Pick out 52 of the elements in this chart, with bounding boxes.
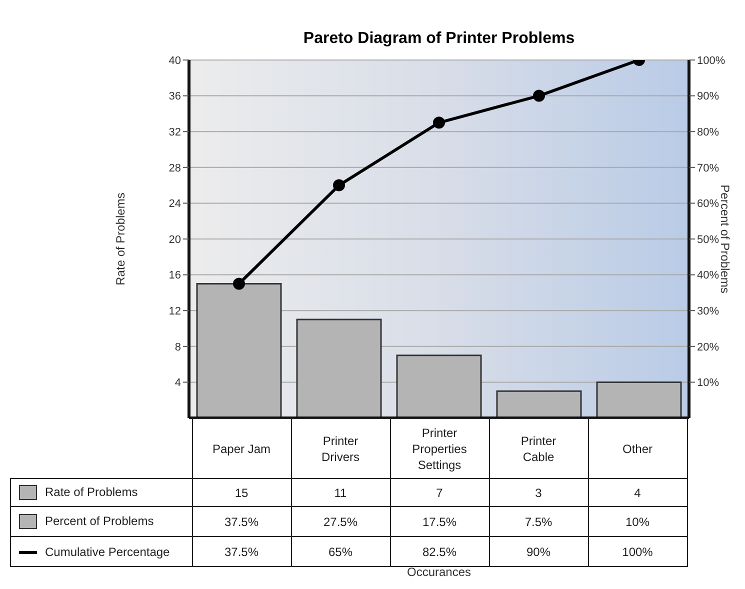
text: 10% [588,506,687,536]
y2-axis-title: Percent of Problems [718,184,732,294]
y-tick-label: 28 [168,162,181,174]
text: 17.5% [390,506,489,536]
y2-tick-label: 10% [697,377,720,390]
y-tick-label: 16 [168,270,181,282]
y2-tick-label: 20% [697,341,720,354]
y2-tick-label: 100% [697,54,726,67]
data-label: 100% [588,536,687,566]
data-label: 82.5% [390,536,489,566]
point [233,278,245,290]
chart-title: Pareto Diagram of Printer Problems [302,30,576,48]
point [433,116,445,129]
text: Percent of Problems [10,506,192,536]
y-tick-label: 8 [174,341,181,354]
x-tick-label: Printer Drivers [320,432,360,464]
y-tick-label: 12 [168,306,181,318]
legend-label: Rate of Problems [10,478,192,506]
data-label: 15 [192,478,291,506]
data-label: 11 [291,478,390,506]
x-tick-label: Other [621,440,654,456]
y2-tick-label: 70% [697,162,720,174]
data-label: 65% [291,536,390,566]
text: 37.5% [192,506,291,536]
y2-tick-label: 30% [697,306,720,318]
data-label: 4 [588,478,687,506]
data-label: 3 [489,478,588,506]
y-tick-label: 40 [168,54,181,67]
point [533,90,545,102]
y2-tick-label: 50% [697,234,720,246]
data-label: 37.5% [192,536,291,566]
bar [496,390,582,418]
data-label: 90% [489,536,588,566]
x-tick-label: Paper Jam [211,440,272,456]
y2-tick-label: 90% [697,90,720,103]
y2-tick-label: 80% [697,126,720,139]
y2-tick-label: 40% [697,270,720,282]
y-tick-label: 36 [168,90,181,103]
point [333,179,345,192]
text: Occurances [406,565,472,579]
y-axis-title: Rate of Problems [113,192,128,286]
y-tick-label: 20 [168,234,181,246]
text: 7.5% [489,506,588,536]
y-tick-label: 24 [168,198,181,210]
legend-label: Cumulative Percentage [10,536,192,566]
y-tick-label: 4 [174,377,181,390]
x-tick-label: Printer Properties Settings [411,424,468,472]
x-tick-label: Printer Cable [520,432,558,464]
y-tick-label: 32 [168,126,181,139]
y2-tick-label: 60% [697,198,720,210]
text: 27.5% [291,506,390,536]
data-label: 7 [390,478,489,506]
